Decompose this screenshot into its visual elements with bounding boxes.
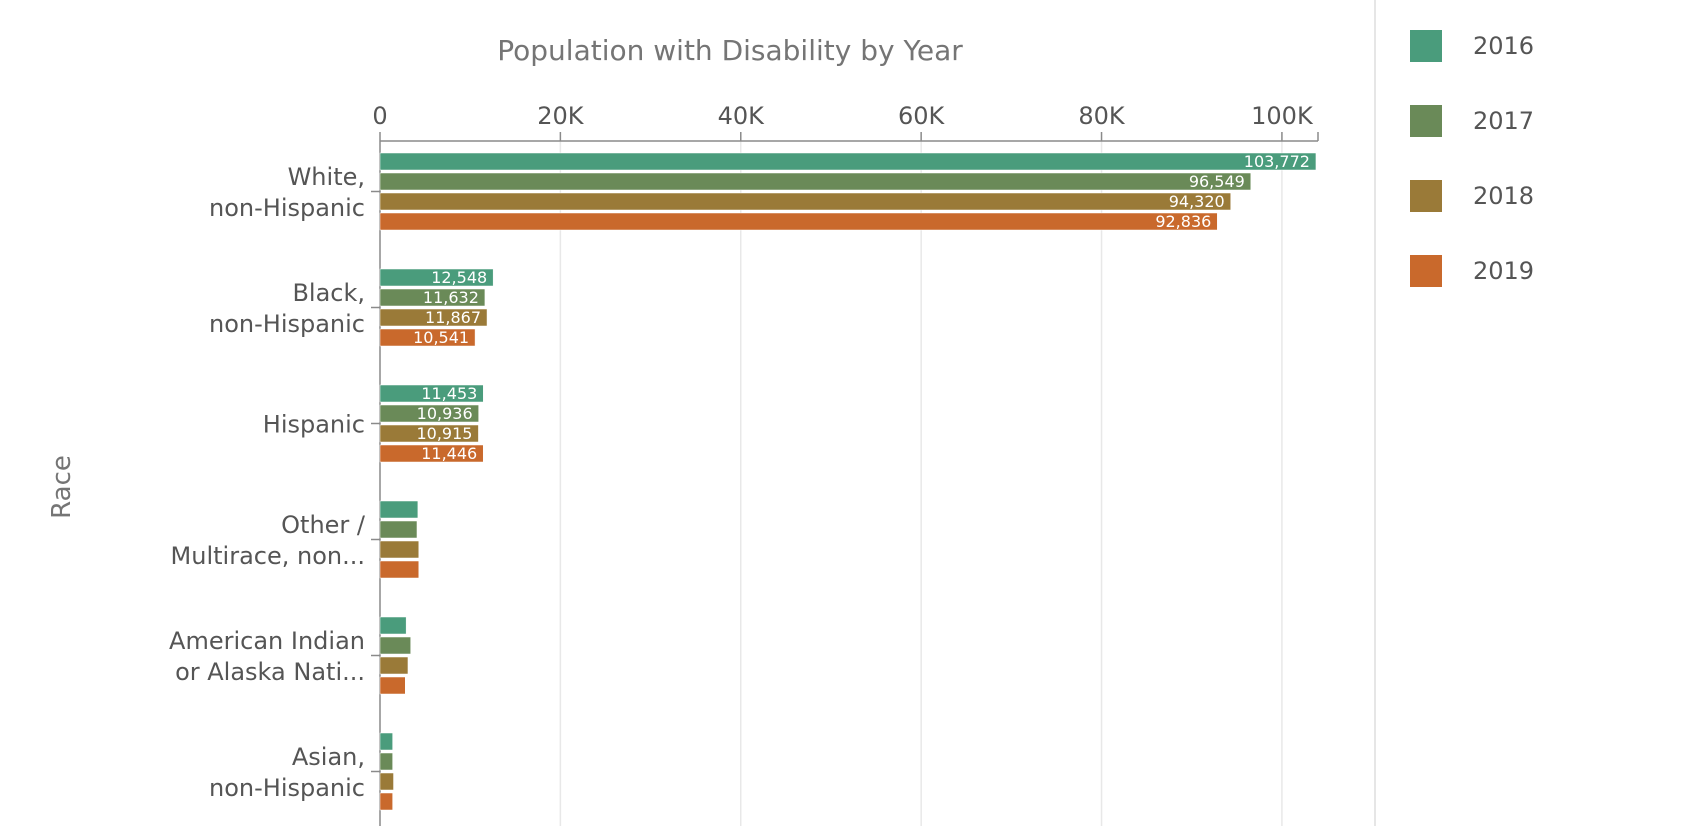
- x-tick-label: 20K: [537, 102, 585, 130]
- bar-value-label: 10,541: [413, 328, 469, 347]
- bar-2016[interactable]: [379, 732, 393, 751]
- bar-value-label: 11,446: [421, 444, 477, 463]
- chart-title: Population with Disability by Year: [497, 34, 963, 67]
- bar-2017[interactable]: [379, 752, 393, 771]
- bar-2017[interactable]: [379, 636, 411, 655]
- bar-2017[interactable]: [379, 288, 486, 307]
- bar-2019[interactable]: [379, 212, 1218, 231]
- category-label: American Indian: [169, 627, 365, 655]
- bar-value-label: 10,936: [417, 404, 473, 423]
- x-tick-label: 100K: [1251, 102, 1314, 130]
- bar-value-label: 10,915: [416, 424, 472, 443]
- category-label: Multirace, non...: [171, 542, 365, 570]
- bar-value-label: 96,549: [1189, 172, 1245, 191]
- x-tick-label: 0: [372, 102, 387, 130]
- legend-swatch-2016[interactable]: [1410, 30, 1442, 62]
- bar-2017[interactable]: [379, 520, 418, 539]
- gridlines: [559, 141, 1283, 826]
- x-tick-label: 40K: [718, 102, 766, 130]
- legend-label[interactable]: 2016: [1473, 32, 1534, 60]
- bar-2019[interactable]: [379, 328, 476, 347]
- bar-value-label: 12,548: [431, 268, 487, 287]
- bar-2017[interactable]: [379, 172, 1252, 191]
- legend-swatch-2017[interactable]: [1410, 105, 1442, 137]
- category-label: White,: [288, 163, 365, 191]
- category-label: non-Hispanic: [209, 194, 365, 222]
- bar-2016[interactable]: [379, 152, 1317, 171]
- bar-2016[interactable]: [379, 268, 494, 287]
- bar-value-label: 94,320: [1169, 192, 1225, 211]
- legend-label[interactable]: 2019: [1473, 257, 1534, 285]
- bar-2018[interactable]: [379, 656, 409, 675]
- bar-value-label: 103,772: [1244, 152, 1310, 171]
- category-label: Black,: [292, 279, 365, 307]
- category-label: Asian,: [292, 743, 365, 771]
- bars: [379, 152, 1317, 811]
- bar-2019[interactable]: [379, 560, 420, 579]
- bar-2016[interactable]: [379, 384, 484, 403]
- legend-swatch-2018[interactable]: [1410, 180, 1442, 212]
- x-tick-label: 80K: [1078, 102, 1126, 130]
- bar-value-label: 11,453: [421, 384, 477, 403]
- bar-2017[interactable]: [379, 404, 479, 423]
- legend-swatch-2019[interactable]: [1410, 255, 1442, 287]
- bar-2018[interactable]: [379, 540, 420, 559]
- bar-value-label: 11,632: [423, 288, 479, 307]
- bar-2019[interactable]: [379, 444, 484, 463]
- x-axis: 0 20K 40K 60K 80K 100K: [371, 102, 1319, 826]
- category-label: non-Hispanic: [209, 310, 365, 338]
- bar-2018[interactable]: [379, 192, 1231, 211]
- bar-2018[interactable]: [379, 424, 479, 443]
- bar-value-label: 92,836: [1155, 212, 1211, 231]
- category-label: or Alaska Nati...: [175, 658, 365, 686]
- legend-label[interactable]: 2017: [1473, 107, 1534, 135]
- bar-2018[interactable]: [379, 772, 394, 791]
- legend: 2016 2017 2018 2019: [1410, 30, 1534, 287]
- bar-2016[interactable]: [379, 500, 419, 519]
- category-label: non-Hispanic: [209, 774, 365, 802]
- legend-label[interactable]: 2018: [1473, 182, 1534, 210]
- category-labels: White, non-Hispanic Black, non-Hispanic Hisp…: [169, 163, 366, 802]
- bar-value-labels: 103,77296,54994,32092,83612,54811,63211,…: [413, 152, 1310, 463]
- category-label: Other /: [281, 511, 366, 539]
- category-label: Hispanic: [263, 411, 365, 439]
- bar-2019[interactable]: [379, 792, 393, 811]
- y-axis-title: Race: [47, 455, 77, 519]
- bar-2016[interactable]: [379, 616, 407, 635]
- x-tick-label: 60K: [898, 102, 946, 130]
- bar-2018[interactable]: [379, 308, 488, 327]
- bar-2019[interactable]: [379, 676, 406, 695]
- bar-value-label: 11,867: [425, 308, 481, 327]
